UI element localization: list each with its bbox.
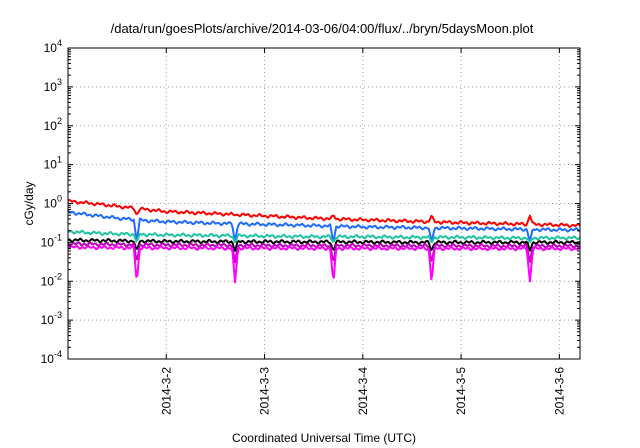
y-tick-layer: 10-4 10-3 10-2 10-1 100 101 102 103 104 <box>41 38 580 366</box>
chart-title: /data/run/goesPlots/archive/2014-03-06/0… <box>111 21 534 36</box>
y-tick-label: 104 <box>44 38 62 55</box>
y-tick-label: 10-2 <box>41 271 62 288</box>
series-layer <box>67 198 581 284</box>
y-tick-label: 101 <box>44 155 62 172</box>
series-line-5 <box>67 241 581 264</box>
y-tick-label: 103 <box>44 77 62 94</box>
y-tick-label: 100 <box>44 194 62 211</box>
x-tick-label: 2014-3-3 <box>258 367 272 415</box>
y-axis-label: cGy/day <box>22 181 36 225</box>
series-line-2 <box>67 209 580 243</box>
y-tick-label: 102 <box>44 116 62 133</box>
series-line-4 <box>67 237 581 252</box>
x-tick-label: 2014-3-2 <box>159 367 173 415</box>
x-axis-label: Coordinated Universal Time (UTC) <box>232 431 416 445</box>
series-line-1 <box>67 198 581 228</box>
x-tick-label: 2014-3-5 <box>454 367 468 415</box>
x-tick-layer: 2014-3-2 2014-3-3 2014-3-4 2014-3-5 2014-3-6 <box>159 48 566 415</box>
y-tick-label: 10-3 <box>41 310 62 327</box>
y-tick-label: 10-4 <box>41 349 62 366</box>
series-line-6 <box>67 244 581 284</box>
x-tick-label: 2014-3-4 <box>356 367 370 415</box>
y-tick-label: 10-1 <box>41 232 62 249</box>
series-line-3 <box>67 229 581 244</box>
x-tick-label: 2014-3-6 <box>552 367 566 415</box>
